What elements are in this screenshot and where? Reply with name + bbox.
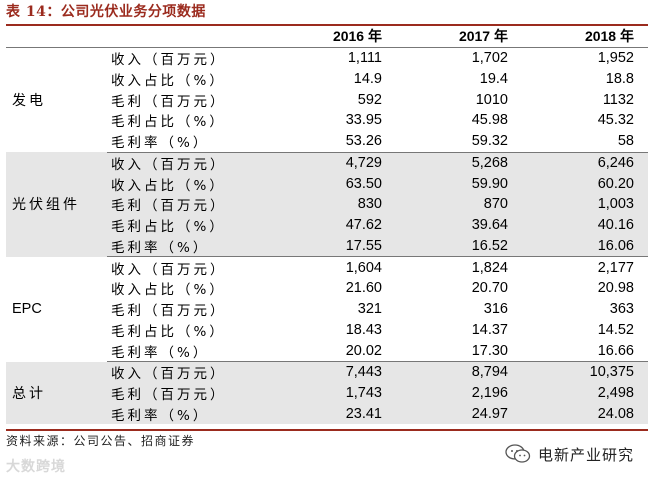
table-bottom-rule: [6, 429, 648, 431]
group-pv-modules: 光伏组件 收入（百万元） 4,729 5,268 6,246 收入占比（%） 6…: [6, 152, 648, 257]
group-label: 光伏组件: [6, 152, 107, 257]
value-cell: 1,702: [396, 47, 522, 68]
value-cell: 14.52: [522, 320, 648, 341]
value-cell: 363: [522, 299, 648, 320]
group-label: 发电: [6, 47, 107, 152]
metric-label: 收入（百万元）: [107, 257, 270, 278]
value-cell: 17.55: [270, 236, 396, 257]
value-cell: 53.26: [270, 131, 396, 152]
value-cell: 45.32: [522, 110, 648, 131]
header-year: 2018 年: [522, 26, 648, 47]
metric-label: 毛利占比（%）: [107, 110, 270, 131]
value-cell: 16.66: [522, 340, 648, 361]
metric-label: 毛利（百万元）: [107, 383, 270, 404]
value-cell: 1132: [522, 89, 648, 110]
value-cell: 47.62: [270, 215, 396, 236]
value-cell: 19.4: [396, 69, 522, 90]
metric-label: 毛利率（%）: [107, 404, 270, 425]
metric-label: 毛利占比（%）: [107, 215, 270, 236]
value-cell: 20.70: [396, 278, 522, 299]
value-cell: 18.43: [270, 320, 396, 341]
value-cell: 6,246: [522, 152, 648, 173]
metric-label: 毛利（百万元）: [107, 89, 270, 110]
table-row: 总计 收入（百万元） 7,443 8,794 10,375: [6, 362, 648, 383]
value-cell: 21.60: [270, 278, 396, 299]
header-year: 2017 年: [396, 26, 522, 47]
group-epc: EPC 收入（百万元） 1,604 1,824 2,177 收入占比（%） 21…: [6, 257, 648, 362]
value-cell: 39.64: [396, 215, 522, 236]
value-cell: 16.52: [396, 236, 522, 257]
value-cell: 63.50: [270, 173, 396, 194]
value-cell: 1,952: [522, 47, 648, 68]
value-cell: 10,375: [522, 362, 648, 383]
metric-label: 毛利占比（%）: [107, 320, 270, 341]
value-cell: 23.41: [270, 404, 396, 425]
value-cell: 1,003: [522, 194, 648, 215]
metric-label: 收入（百万元）: [107, 47, 270, 68]
value-cell: 14.9: [270, 69, 396, 90]
value-cell: 40.16: [522, 215, 648, 236]
metric-label: 收入（百万元）: [107, 362, 270, 383]
value-cell: 1010: [396, 89, 522, 110]
watermark-logo: 大数跨境: [6, 456, 66, 476]
metric-label: 毛利（百万元）: [107, 299, 270, 320]
group-power-generation: 发电 收入（百万元） 1,111 1,702 1,952 收入占比（%） 14.…: [6, 47, 648, 152]
wechat-watermark: 电新产业研究: [504, 443, 634, 465]
wechat-icon: [504, 443, 532, 465]
group-label: 总计: [6, 362, 107, 425]
value-cell: 1,824: [396, 257, 522, 278]
value-cell: 870: [396, 194, 522, 215]
value-cell: 20.02: [270, 340, 396, 361]
value-cell: 1,604: [270, 257, 396, 278]
value-cell: 59.90: [396, 173, 522, 194]
value-cell: 2,196: [396, 383, 522, 404]
value-cell: 1,111: [270, 47, 396, 68]
table-title: 表 14：公司光伏业务分项数据: [6, 2, 206, 22]
value-cell: 60.20: [522, 173, 648, 194]
value-cell: 2,498: [522, 383, 648, 404]
header-year: 2016 年: [270, 26, 396, 47]
metric-label: 收入占比（%）: [107, 173, 270, 194]
value-cell: 592: [270, 89, 396, 110]
source-note: 资料来源：公司公告、招商证券: [6, 432, 195, 449]
metric-label: 毛利率（%）: [107, 131, 270, 152]
value-cell: 58: [522, 131, 648, 152]
value-cell: 2,177: [522, 257, 648, 278]
watermark-account-name: 电新产业研究: [538, 444, 634, 465]
header-group-cell: [6, 26, 107, 47]
group-label: EPC: [6, 257, 107, 362]
value-cell: 59.32: [396, 131, 522, 152]
value-cell: 33.95: [270, 110, 396, 131]
value-cell: 8,794: [396, 362, 522, 383]
metric-label: 毛利（百万元）: [107, 194, 270, 215]
metric-label: 收入占比（%）: [107, 69, 270, 90]
value-cell: 17.30: [396, 340, 522, 361]
value-cell: 321: [270, 299, 396, 320]
value-cell: 5,268: [396, 152, 522, 173]
value-cell: 18.8: [522, 69, 648, 90]
value-cell: 14.37: [396, 320, 522, 341]
value-cell: 1,743: [270, 383, 396, 404]
data-table: 2016 年 2017 年 2018 年 发电 收入（百万元） 1,111 1,…: [6, 26, 648, 424]
value-cell: 830: [270, 194, 396, 215]
metric-label: 毛利率（%）: [107, 236, 270, 257]
value-cell: 45.98: [396, 110, 522, 131]
table-row: 发电 收入（百万元） 1,111 1,702 1,952: [6, 47, 648, 68]
value-cell: 16.06: [522, 236, 648, 257]
metric-label: 收入占比（%）: [107, 278, 270, 299]
header-row: 2016 年 2017 年 2018 年: [6, 26, 648, 47]
value-cell: 316: [396, 299, 522, 320]
value-cell: 24.97: [396, 404, 522, 425]
metric-label: 毛利率（%）: [107, 340, 270, 361]
table-row: 光伏组件 收入（百万元） 4,729 5,268 6,246: [6, 152, 648, 173]
value-cell: 20.98: [522, 278, 648, 299]
table-row: EPC 收入（百万元） 1,604 1,824 2,177: [6, 257, 648, 278]
header-metric-cell: [107, 26, 270, 47]
value-cell: 4,729: [270, 152, 396, 173]
group-total: 总计 收入（百万元） 7,443 8,794 10,375 毛利（百万元） 1,…: [6, 362, 648, 425]
metric-label: 收入（百万元）: [107, 152, 270, 173]
value-cell: 7,443: [270, 362, 396, 383]
value-cell: 24.08: [522, 404, 648, 425]
